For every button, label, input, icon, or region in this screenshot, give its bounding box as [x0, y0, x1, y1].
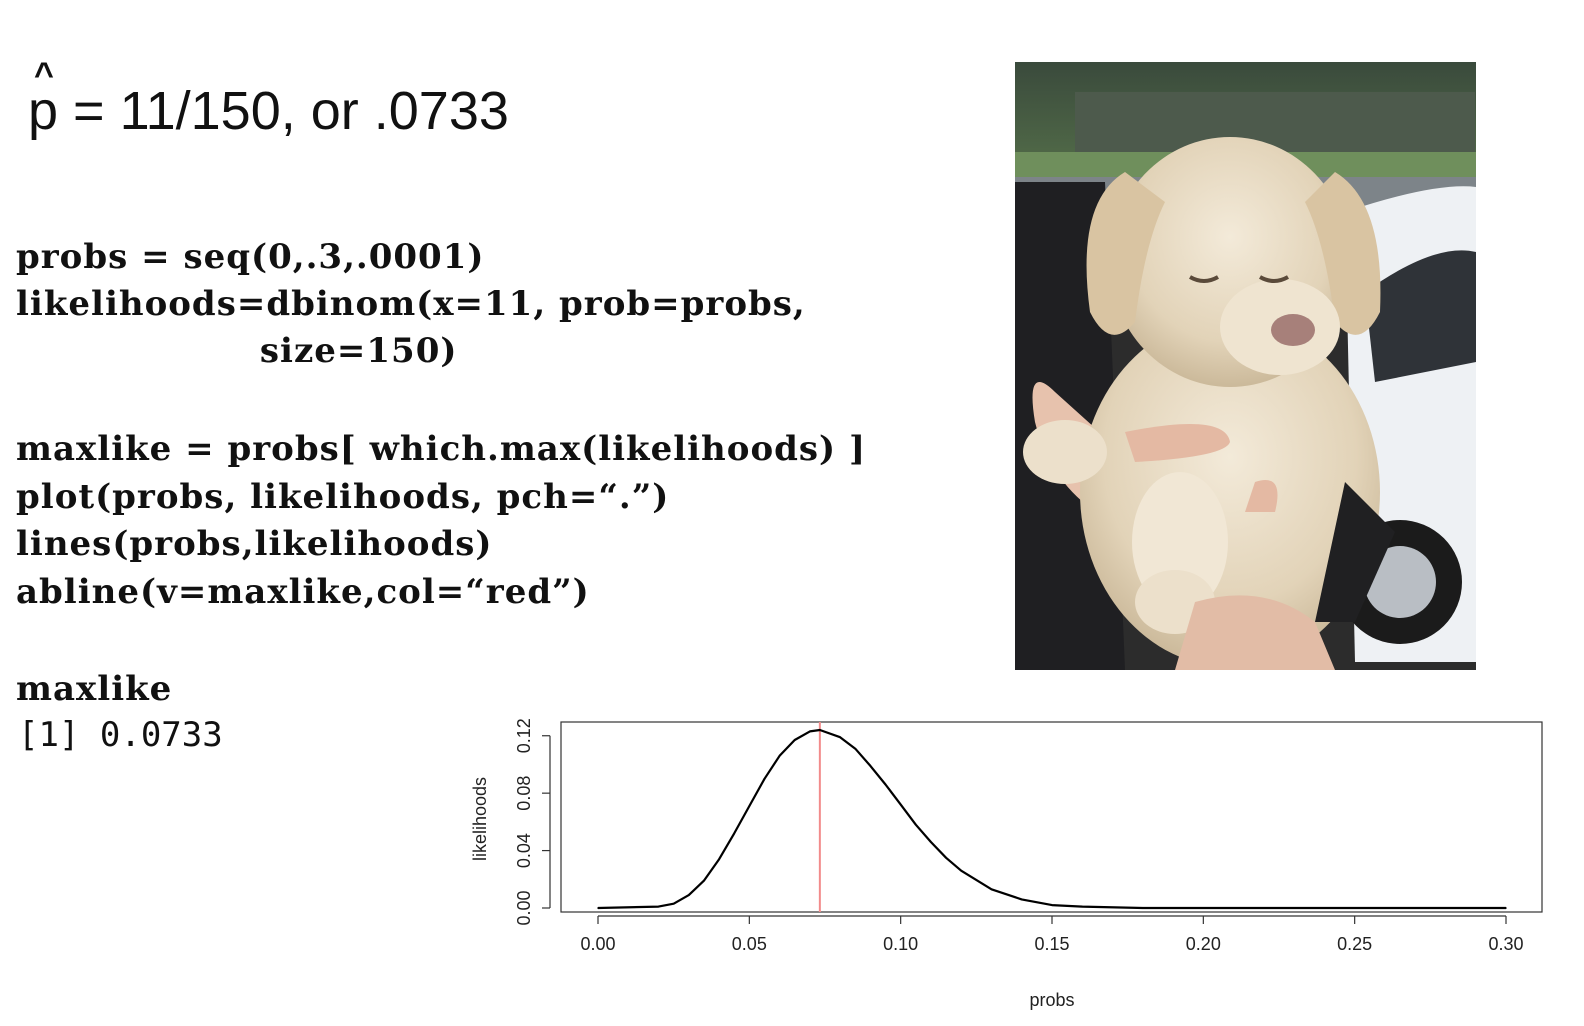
x-tick-label: 0.15	[1034, 934, 1069, 954]
y-tick-label: 0.08	[514, 776, 534, 811]
code-line-abline: abline(v=maxlike,col=“red”)	[16, 572, 590, 612]
data-point	[748, 805, 751, 807]
formula-text: = 11/150, or .0733	[58, 81, 509, 141]
plot-frame	[560, 721, 1543, 913]
data-point	[990, 888, 993, 891]
y-tick-label: 0.00	[514, 890, 534, 925]
data-point	[688, 894, 690, 896]
data-point	[915, 823, 917, 826]
code-line-likelihoods: likelihoods=dbinom(x=11, prob=probs,	[16, 284, 806, 324]
data-point	[703, 879, 705, 882]
x-tick-label: 0.10	[883, 934, 918, 954]
data-point	[597, 907, 599, 909]
x-axis-label: probs	[1029, 990, 1074, 1010]
x-tick-label: 0.20	[1186, 934, 1221, 954]
code-line-probs: probs = seq(0,.3,.0001)	[16, 237, 485, 277]
p-hat-symbol: ^ p	[28, 58, 59, 141]
console-output: [1] 0.0733	[18, 715, 223, 755]
data-point	[1051, 904, 1053, 906]
data-point	[945, 856, 947, 859]
data-point	[1142, 907, 1144, 909]
x-tick-label: 0.30	[1488, 934, 1523, 954]
data-point	[884, 783, 887, 786]
data-point	[839, 736, 841, 738]
data-point	[869, 765, 872, 767]
data-point	[899, 803, 902, 806]
hat-mark: ^	[34, 56, 54, 94]
data-point	[763, 778, 766, 780]
x-tick-label: 0.05	[732, 934, 767, 954]
x-tick-label: 0.25	[1337, 934, 1372, 954]
data-point	[960, 869, 962, 872]
code-line-maxlike: maxlike = probs[ which.max(likelihoods) …	[16, 429, 867, 469]
data-point	[1202, 907, 1205, 909]
data-point	[718, 858, 720, 860]
likelihood-chart: 0.00 0.05 0.10 0.15 0.20 0.25 0.30 probs 0.00 0.0…	[470, 718, 1543, 1010]
data-point	[778, 755, 781, 757]
code-line-lines: lines(probs,likelihoods)	[16, 524, 493, 564]
data-point	[1081, 905, 1084, 908]
data-point	[1353, 907, 1356, 909]
data-point	[1505, 907, 1507, 909]
data-point	[809, 730, 811, 733]
y-tick-label: 0.12	[514, 718, 534, 753]
code-line-plot: plot(probs, likelihoods, pch=“.”)	[16, 477, 670, 517]
likelihood-line	[597, 728, 1506, 910]
data-point	[930, 841, 932, 843]
y-axis-label: likelihoods	[470, 777, 490, 861]
data-point	[1020, 898, 1023, 901]
data-point	[733, 832, 735, 835]
x-tick-label: 0.00	[580, 934, 615, 954]
code-line-maxlike-print: maxlike	[16, 669, 173, 709]
code-line-size: size=150)	[16, 331, 458, 371]
data-point	[657, 905, 660, 908]
data-point	[793, 739, 796, 741]
phat-formula: ^ p = 11/150, or .0733	[28, 58, 509, 141]
data-point	[672, 902, 675, 905]
p-letter: p	[28, 81, 59, 141]
data-point	[854, 747, 857, 750]
y-tick-label: 0.04	[514, 833, 534, 868]
puppy-photo	[1015, 62, 1476, 670]
data-point	[819, 729, 821, 731]
